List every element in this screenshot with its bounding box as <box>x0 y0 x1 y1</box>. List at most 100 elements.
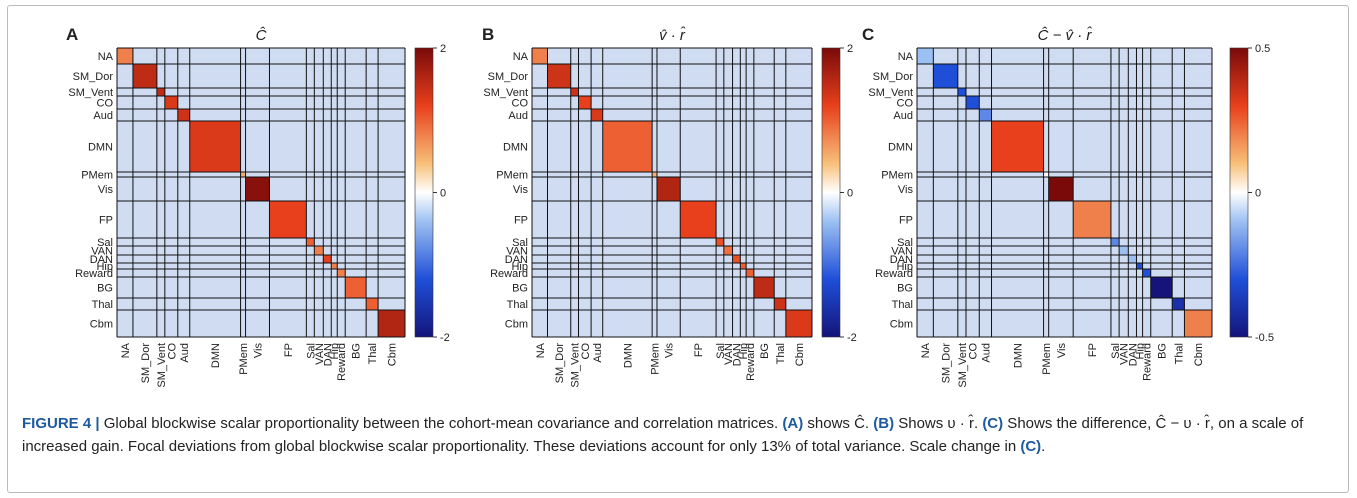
diagonal-block <box>1043 172 1049 177</box>
figure-frame <box>7 5 1349 493</box>
row-label: Hip <box>511 261 528 273</box>
column-label: PMem <box>650 343 662 375</box>
column-label: Thal <box>1173 343 1185 364</box>
row-label: Hip <box>96 261 113 273</box>
row-label: BG <box>512 283 528 295</box>
caption-text: (C) <box>1020 438 1042 455</box>
row-label: DMN <box>888 142 913 154</box>
row-label: CO <box>897 98 914 110</box>
row-label: PMem <box>881 170 913 182</box>
column-label: NA <box>120 342 132 358</box>
diagonal-block <box>532 48 548 64</box>
diagonal-block <box>345 277 367 298</box>
row-label: Thal <box>507 299 528 311</box>
panel-title: Ĉ <box>256 27 267 44</box>
diagonal-block <box>917 48 934 64</box>
colorbar <box>414 47 434 338</box>
colorbar-tick-label: 0 <box>847 188 853 200</box>
column-label: FP <box>1087 343 1099 357</box>
column-label: DAN <box>1127 343 1139 366</box>
column-label: DMN <box>1013 343 1025 368</box>
colorbar <box>821 47 841 338</box>
column-label: SM_Vent <box>156 343 168 388</box>
diagonal-block <box>314 246 324 255</box>
column-label: NA <box>535 342 547 358</box>
diagonal-block <box>378 310 405 337</box>
diagonal-block <box>746 269 754 277</box>
column-label: SM_Vent <box>957 343 969 388</box>
column-label: Cbm <box>1193 343 1205 366</box>
diagonal-block <box>189 121 241 172</box>
panel-title: v̂ · r̂ <box>659 26 686 44</box>
caption: FIGURE 4 | Global blockwise scalar propo… <box>22 412 1337 458</box>
column-label: Cbm <box>387 343 399 366</box>
row-label: CO <box>512 98 529 110</box>
row-label: Vis <box>98 184 114 196</box>
caption-text: Global blockwise scalar proportionality … <box>99 415 783 432</box>
row-label: BG <box>897 283 913 295</box>
column-label: PMem <box>238 343 250 375</box>
colorbar-tick-label: -0.5 <box>1255 332 1274 344</box>
diagonal-block <box>1184 310 1212 337</box>
caption-text: FIGURE 4 | <box>22 415 100 432</box>
diagonal-block <box>547 64 571 88</box>
diagonal-block <box>1172 298 1185 310</box>
diagonal-block <box>331 263 338 269</box>
column-label: CO <box>968 343 980 360</box>
caption-text: . <box>1041 438 1046 455</box>
diagonal-block <box>337 269 346 277</box>
diagonal-block <box>602 121 653 172</box>
diagonal-block <box>965 96 980 109</box>
diagonal-block <box>164 96 178 109</box>
figure-panels: A ĈNANASM_DorSM_DorSM_VentSM_VentCOCOAudA… <box>66 25 1274 388</box>
column-label: DMN <box>210 343 222 368</box>
diagonal-block <box>680 201 717 238</box>
row-label: Reward <box>490 268 528 280</box>
row-label: VAN <box>506 246 528 258</box>
column-label: VAN <box>314 343 326 365</box>
row-label: Sal <box>897 237 913 249</box>
column-label: Aud <box>980 343 992 363</box>
row-label: Thal <box>892 299 913 311</box>
diagonal-block <box>132 64 157 88</box>
panel-title: Ĉ − v̂ · r̂ <box>1038 26 1093 44</box>
column-label: SM_Dor <box>941 343 953 384</box>
row-label: PMem <box>81 170 113 182</box>
colorbar <box>1229 47 1249 338</box>
column-label: VAN <box>1119 343 1131 365</box>
diagonal-block <box>652 172 657 177</box>
diagonal-block <box>240 172 246 177</box>
column-label: Hip <box>329 343 341 360</box>
column-label: Aud <box>179 343 191 363</box>
row-label: DAN <box>505 254 528 266</box>
row-label: DMN <box>503 142 528 154</box>
column-label: SM_Dor <box>140 343 152 384</box>
row-label: FP <box>899 215 913 227</box>
diagonal-block <box>1136 263 1143 269</box>
column-label: Thal <box>367 343 379 364</box>
colorbar-tick-label: -2 <box>847 332 857 344</box>
colorbar-tick-label: 0 <box>1255 188 1261 200</box>
column-label: SM_Vent <box>570 343 582 388</box>
diagonal-block <box>933 64 958 88</box>
row-label: Cbm <box>90 319 113 331</box>
row-label: SM_Dor <box>488 71 529 83</box>
column-label: Reward <box>1142 343 1154 381</box>
row-label: FP <box>514 215 528 227</box>
diagonal-block <box>774 298 786 310</box>
column-label: FP <box>283 343 295 357</box>
diagonal-block <box>366 298 379 310</box>
row-label: Aud <box>508 110 528 122</box>
diagonal-block <box>1119 246 1129 255</box>
diagonal-block <box>753 277 775 298</box>
diagonal-block <box>991 121 1044 172</box>
caption-text: Shows the difference, Ĉ − υ · r̂, on a s… <box>22 415 1304 455</box>
diagonal-block <box>323 255 332 263</box>
colorbar-tick-label: 0 <box>440 188 446 200</box>
column-label: Vis <box>664 343 676 359</box>
panel-letter: A <box>66 25 78 44</box>
diagonal-block <box>156 88 165 96</box>
row-label: BG <box>97 283 113 295</box>
column-label: Sal <box>305 343 317 359</box>
